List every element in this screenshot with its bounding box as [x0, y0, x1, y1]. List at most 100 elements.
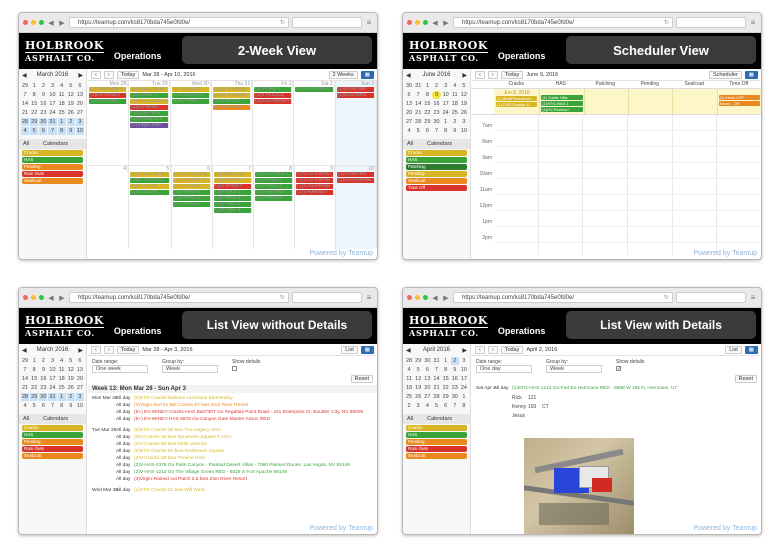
list-event-title[interactable]: (1)STG-Cracks-Balance Hurricane Elementa…: [134, 396, 233, 401]
day-cell[interactable]: 10 (1)3-row rain (1)STG-RAINE: [335, 166, 377, 249]
day-cell[interactable]: 8 (1)STG-HAS-1 (1)V-HAS-2 (1)V-HAS-3 (1)STG…: [254, 166, 295, 249]
menu-icon[interactable]: ≡: [366, 18, 372, 27]
mini-calendar[interactable]: 29 1 2 3 4 5 6 7 8 9 10 11 12 13 14 15 16 17 18 19 20 21 22…: [21, 358, 84, 409]
list-event-row[interactable]: Tue Mar 29 All day (2)STG-Cracks-36 bws Th…: [92, 427, 373, 434]
next-button[interactable]: ›: [103, 345, 114, 354]
menu-icon[interactable]: ≡: [750, 18, 756, 27]
day-cell[interactable]: Wed 30 (1) V-Cracks (1)V-HAS-172 (1)EV-HAS: [171, 81, 212, 165]
list-event-row[interactable]: Wed Mar 30 All day (1)STG-Cracks-31 bws Wi…: [92, 487, 373, 494]
forward-arrow-icon[interactable]: ▶: [443, 294, 449, 302]
reload-icon[interactable]: ↻: [279, 295, 285, 301]
search-field[interactable]: [292, 292, 362, 303]
list-event-title[interactable]: (2)V-HAS-4376 Go Palm Canyon - Painted D…: [134, 463, 350, 468]
day-cell[interactable]: Thu 31 (1)STG-Crack (1)STG-Cracks (1)V-HAS…: [212, 81, 254, 165]
zoom-dot-icon[interactable]: [39, 20, 44, 25]
reset-button[interactable]: Reset: [734, 375, 757, 383]
mini-calendar[interactable]: 29 1 2 3 4 5 6 7 8 9 10 11 12 13 14 15 16 17 18 19 20 21 22…: [21, 83, 84, 135]
day-cell[interactable]: Sat 2 (1)STG-HAS-5: [294, 81, 336, 165]
mini-calendar[interactable]: 30 31 1 2 3 4 5 6 7 8 9 10 11 12 13 14 15 16 17 18 19 20 21…: [406, 83, 467, 134]
calendar-icon[interactable]: ▦: [360, 70, 374, 79]
back-arrow-icon[interactable]: ◀: [48, 19, 54, 27]
day-cell[interactable]: 7 (1)Mesa Crks (1)V-Cracks (1)V-WINDY (1)V-…: [213, 166, 255, 249]
search-field[interactable]: [676, 17, 746, 28]
list-event-row[interactable]: Mon Mar 28 All day (1)STG-Cracks-Balance H…: [92, 395, 373, 402]
calendar-pending[interactable]: Pending: [406, 439, 467, 445]
minimize-dot-icon[interactable]: [31, 295, 36, 300]
day-cell[interactable]: Sun 3 (1)3-row rain (1)STG-HAS: [335, 81, 377, 165]
reset-button[interactable]: Reset: [350, 375, 373, 383]
calendar-sealcoat[interactable]: Sealcoat: [22, 453, 83, 459]
list-event-row[interactable]: All day (5+) EV-WINDY-HAS 5676 Go-Canyon …: [92, 416, 373, 423]
today-button[interactable]: Today: [116, 70, 140, 79]
calendar-time-off[interactable]: Time Off: [406, 185, 467, 191]
calendar-icon[interactable]: ▦: [744, 70, 758, 79]
calendar-icon[interactable]: ▦: [360, 345, 374, 354]
close-dot-icon[interactable]: [407, 20, 412, 25]
calendar-has[interactable]: HAS: [22, 432, 83, 438]
forward-arrow-icon[interactable]: ▶: [59, 19, 65, 27]
list-event-title[interactable]: (5+) EV-WINDY-HAS 5676 Go-Canyon Gate Ma…: [134, 417, 270, 422]
close-dot-icon[interactable]: [23, 295, 28, 300]
prev-month-icon[interactable]: ◀: [406, 348, 411, 354]
calendar-sealcoat[interactable]: Sealcoat: [406, 178, 467, 184]
prev-button[interactable]: ‹: [475, 70, 485, 79]
day-cell[interactable]: Mon 28 (1) Hurricane-C (1)EV-WINDY (1)STG-…: [88, 81, 130, 165]
prev-month-icon[interactable]: ◀: [22, 348, 27, 354]
next-month-icon[interactable]: ▶: [78, 348, 83, 354]
prev-button[interactable]: ‹: [475, 345, 485, 354]
list-event-title[interactable]: (2)V-Cracks-36 bws-Trevino HOA: [134, 456, 206, 461]
calendar-cracks[interactable]: Cracks: [22, 425, 83, 431]
calendar-patching[interactable]: Patching: [406, 164, 467, 170]
list-event-title[interactable]: (3)Virgin-Rained out Patch 2.5 bws Zion …: [134, 477, 247, 482]
list-event-title[interactable]: (1)Virgin-Dwl 51 Brk Cracks 67 bws Zion …: [134, 403, 249, 408]
list-event-title[interactable]: (3)V-Cracks-15 bws Sycamore Square T HOA: [134, 435, 232, 440]
address-bar[interactable]: https://teamup.com/ks8170bda745e0fd0e/↻: [69, 292, 289, 303]
list-event-title[interactable]: (2)STG-Cracks-36 bws The Legacy HOA: [134, 428, 222, 433]
list-event-row[interactable]: All day (1)Virgin-Dwl 51 Brk Cracks 67 bw…: [92, 402, 373, 409]
view-select[interactable]: List: [341, 345, 358, 354]
calendar-rain-outs[interactable]: Rain Outs: [22, 171, 83, 177]
calendar-pending[interactable]: Pending: [406, 171, 467, 177]
show-details-checkbox[interactable]: ✓: [616, 366, 622, 372]
close-dot-icon[interactable]: [407, 295, 412, 300]
list-event-row[interactable]: All day (2)STG-Cracks-61 bws-Southtown Sq…: [92, 448, 373, 455]
next-button[interactable]: ›: [103, 70, 114, 79]
view-select[interactable]: List: [725, 345, 742, 354]
minimize-dot-icon[interactable]: [31, 20, 36, 25]
calendar-has[interactable]: HAS: [406, 432, 467, 438]
forward-arrow-icon[interactable]: ▶: [59, 294, 65, 302]
calendar-has[interactable]: HAS: [406, 157, 467, 163]
next-month-icon[interactable]: ▶: [78, 73, 83, 79]
list-event-row[interactable]: All day (2)V-Cracks-36 bws-Trevino HOA: [92, 455, 373, 462]
zoom-dot-icon[interactable]: [423, 295, 428, 300]
today-button[interactable]: Today: [500, 70, 524, 79]
powered-by[interactable]: Powered by Teamup: [693, 525, 757, 532]
list-event-row[interactable]: All day (2)V-HAS-4376 Go Palm Canyon - Pa…: [92, 462, 373, 469]
calendar-cracks[interactable]: Cracks: [406, 150, 467, 156]
today-button[interactable]: Today: [500, 345, 524, 354]
address-bar[interactable]: https://teamup.com/ks8170bda745e0fd0e/↻: [453, 292, 673, 303]
prev-month-icon[interactable]: ◀: [406, 73, 411, 79]
close-dot-icon[interactable]: [23, 20, 28, 25]
day-cell[interactable]: 5 (1)STG-Cracks-1 (1)STG-HAS-1 (1)STG-Crk(…: [129, 166, 173, 249]
group-by-select[interactable]: Week: [162, 365, 218, 373]
zoom-dot-icon[interactable]: [39, 295, 44, 300]
next-month-icon[interactable]: ▶: [462, 73, 467, 79]
list-event-row[interactable]: All day (2)V-Cracks-48 bws Della Vicenza: [92, 441, 373, 448]
menu-icon[interactable]: ≡: [750, 293, 756, 302]
calendar-pending[interactable]: Pending: [22, 439, 83, 445]
day-cell[interactable]: Tue 29 (1)STG Cracks (1)V-HAS-1 (1)E-V-Cra…: [129, 81, 171, 165]
calendar-pending[interactable]: Pending: [22, 164, 83, 170]
powered-by[interactable]: Powered by Teamup: [309, 525, 373, 532]
search-field[interactable]: [676, 292, 746, 303]
address-bar[interactable]: https://teamup.com/ks8170bda745e0fd0e/↻: [453, 17, 673, 28]
view-select[interactable]: 2 Weeks: [328, 70, 358, 79]
reload-icon[interactable]: ↻: [663, 295, 669, 301]
view-select[interactable]: Scheduler: [709, 70, 742, 79]
reload-icon[interactable]: ↻: [663, 20, 669, 26]
search-field[interactable]: [292, 17, 362, 28]
time-grid[interactable]: 7am 8am 9am 10am 11am 12pm 1pm 2pm: [472, 115, 761, 255]
back-arrow-icon[interactable]: ◀: [48, 294, 54, 302]
forward-arrow-icon[interactable]: ▶: [443, 19, 449, 27]
minimize-dot-icon[interactable]: [415, 295, 420, 300]
